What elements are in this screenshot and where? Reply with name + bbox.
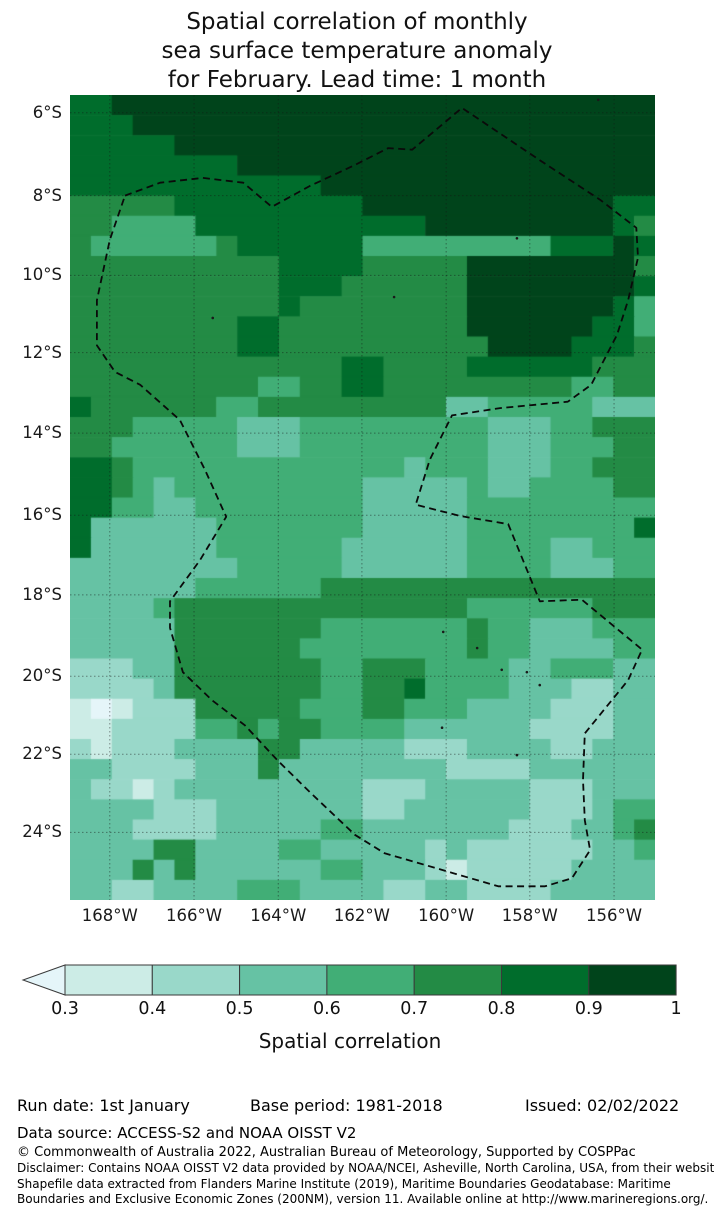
correlation-map xyxy=(70,95,655,900)
colorbar-tick-label: 0.3 xyxy=(51,999,79,1019)
lon-tick-label: 158°W xyxy=(501,906,558,925)
lon-tick-label: 164°W xyxy=(250,906,307,925)
run-date-text: Run date: 1st January xyxy=(17,1096,190,1115)
lat-tick-label: 18°S xyxy=(22,584,62,604)
lon-tick-label: 162°W xyxy=(333,906,390,925)
island-markers xyxy=(211,98,600,757)
title-line-1: Spatial correlation of monthly xyxy=(186,9,528,35)
lat-tick-label: 16°S xyxy=(22,505,62,525)
colorbar-svg xyxy=(21,964,677,996)
map-overlay xyxy=(70,95,655,900)
lat-tick-label: 20°S xyxy=(22,666,62,686)
title-line-2: sea surface temperature anomaly xyxy=(161,38,553,64)
colorbar-tick-label: 1 xyxy=(670,999,682,1019)
lon-tick-label: 166°W xyxy=(165,906,223,925)
colorbar-tick-label: 0.7 xyxy=(400,999,429,1019)
colorbar-tick-label: 0.8 xyxy=(487,999,516,1019)
lat-tick-label: 24°S xyxy=(22,822,62,842)
colorbar-tick-label: 0.5 xyxy=(225,999,254,1019)
colorbar-segment xyxy=(239,964,328,996)
colorbar-tick-label: 0.6 xyxy=(312,999,341,1019)
graticule-gridlines xyxy=(70,95,655,900)
colorbar-underflow-arrow xyxy=(21,964,66,996)
colorbar xyxy=(16,964,678,996)
eez-boundary-dashed xyxy=(95,106,643,888)
issued-date-text: Issued: 02/02/2022 xyxy=(525,1096,680,1115)
lat-tick-label: 14°S xyxy=(22,423,62,443)
colorbar-segment xyxy=(501,964,590,996)
shapefile-text-line2: Boundaries and Exclusive Economic Zones … xyxy=(17,1192,709,1206)
colorbar-tick-label: 0.4 xyxy=(138,999,167,1019)
correlation-heatmap-canvas xyxy=(70,95,655,900)
lat-tick-label: 22°S xyxy=(22,744,62,764)
colorbar-tick-label: 0.9 xyxy=(574,999,603,1019)
colorbar-label: Spatial correlation xyxy=(258,1029,442,1053)
copyright-text: © Commonwealth of Australia 2022, Austra… xyxy=(17,1145,636,1160)
title-line-3: for February. Lead time: 1 month xyxy=(167,67,547,93)
colorbar-segment xyxy=(413,964,503,996)
base-period-text: Base period: 1981-2018 xyxy=(250,1096,443,1115)
lat-tick-label: 10°S xyxy=(22,265,62,285)
lat-tick-label: 6°S xyxy=(32,102,62,122)
shapefile-text-line1: Shapefile data extracted from Flanders M… xyxy=(17,1176,671,1191)
lon-tick-label: 168°W xyxy=(81,906,138,925)
lon-tick-label: 156°W xyxy=(586,906,643,925)
lat-tick-label: 12°S xyxy=(22,342,62,362)
colorbar-segment xyxy=(588,964,677,996)
data-source-text: Data source: ACCESS-S2 and NOAA OISST V2 xyxy=(17,1124,357,1142)
lat-tick-label: 8°S xyxy=(32,185,62,205)
disclaimer-text: Disclaimer: Contains NOAA OISST V2 data … xyxy=(17,1161,714,1175)
colorbar-segment xyxy=(151,964,241,996)
chart-title: Spatial correlation of monthly sea surfa… xyxy=(0,8,714,95)
colorbar-segment xyxy=(326,964,415,996)
lon-tick-label: 160°W xyxy=(418,906,475,925)
colorbar-segment xyxy=(64,964,153,996)
